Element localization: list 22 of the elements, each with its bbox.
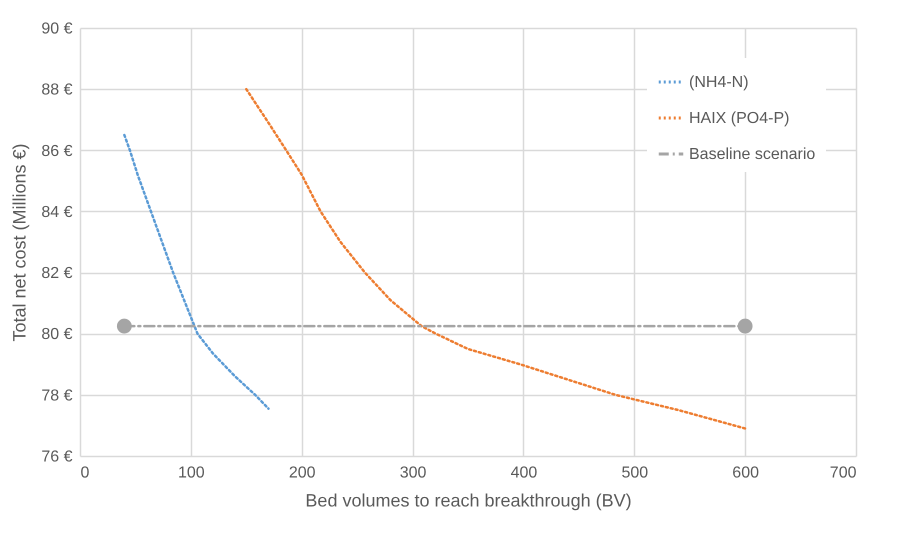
line-series [123,134,270,410]
y-tick-label: 76 € [41,448,73,466]
y-tick-label: 78 € [41,387,73,404]
y-tick-label: 80 € [41,326,73,344]
x-tick-label: 100 [178,464,205,482]
y-tick-label: 82 € [41,265,73,282]
x-axis-title: Bed volumes to reach breakthrough (BV) [305,490,632,510]
x-tick-label: 400 [510,464,538,482]
legend-label: Baseline scenario [689,146,816,163]
legend-label: (NH4-N) [689,74,749,91]
x-tick-label: 500 [621,464,648,482]
y-tick-label: 84 € [41,204,73,221]
x-tick-label: 700 [830,464,857,482]
x-tick-label: 0 [80,464,90,482]
x-tick-label: 600 [732,464,760,482]
y-tick-label: 86 € [41,142,73,160]
x-tick-label: 300 [400,464,427,482]
legend-label: HAIX (PO4-P) [689,110,790,127]
y-axis-title: Total net cost (Millions €) [9,143,30,342]
y-tick-label: 88 € [41,82,73,99]
x-tick-label: 200 [288,464,316,482]
y-tick-label: 90 € [41,20,73,38]
